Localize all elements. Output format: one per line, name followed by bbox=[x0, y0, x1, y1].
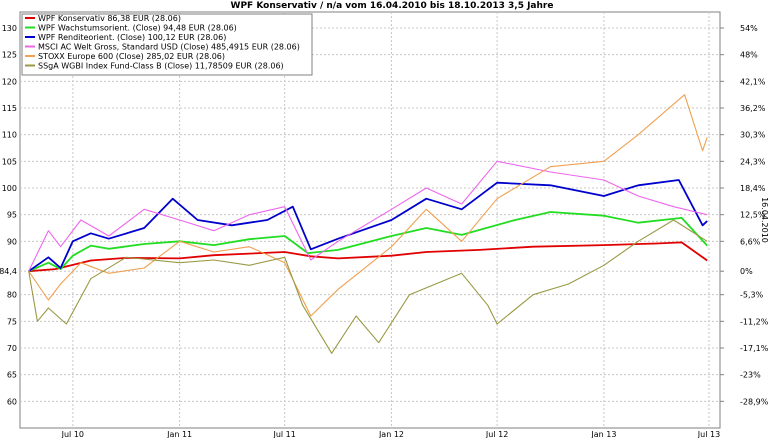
series-lines bbox=[28, 94, 708, 354]
y-tick-left: 70 bbox=[7, 344, 17, 353]
y-tick-left: 90 bbox=[7, 237, 17, 246]
series-line-0 bbox=[28, 241, 708, 273]
y-tick-left: 110 bbox=[2, 131, 17, 140]
legend-entry: WPF Konservativ 86,38 EUR (28.06) bbox=[38, 14, 181, 23]
y-tick-right: 30,3% bbox=[740, 131, 766, 140]
y-tick-left: 60 bbox=[7, 397, 17, 406]
series-line-4 bbox=[28, 94, 708, 317]
y-tick-right: -28,9% bbox=[740, 397, 769, 406]
y-tick-right: 0% bbox=[740, 267, 753, 276]
x-tick: Jan 12 bbox=[378, 430, 404, 438]
legend-entry: WPF Renditeorient. (Close) 100,12 EUR (2… bbox=[38, 33, 226, 42]
y-tick-right: -5,3% bbox=[740, 291, 764, 300]
y-tick-left: 95 bbox=[7, 211, 17, 220]
y-tick-right: 54% bbox=[740, 24, 758, 33]
y-tick-right: -11,2% bbox=[740, 317, 769, 326]
y-tick-right: 48% bbox=[740, 51, 758, 60]
legend-entry: STOXX Europe 600 (Close) 285,02 EUR (28.… bbox=[38, 52, 225, 61]
x-tick: Jul 11 bbox=[272, 430, 295, 438]
y-tick-left: 125 bbox=[2, 51, 17, 60]
y-tick-left: 84,4 bbox=[0, 267, 17, 276]
y-tick-right: 24,3% bbox=[740, 157, 766, 166]
legend-entry: SSgA WGBI Index Fund-Class B (Close) 11,… bbox=[38, 62, 284, 71]
y-tick-right: -17,1% bbox=[740, 344, 769, 353]
x-tick: Jul 12 bbox=[485, 430, 508, 438]
x-tick: Jan 13 bbox=[590, 430, 616, 438]
y-tick-left: 115 bbox=[2, 104, 17, 113]
legend: WPF Konservativ 86,38 EUR (28.06)WPF Wac… bbox=[21, 13, 313, 76]
y-tick-right: 12,5% bbox=[740, 211, 766, 220]
series-line-3 bbox=[28, 160, 708, 272]
series-line-5 bbox=[28, 219, 708, 354]
legend-box bbox=[21, 13, 313, 76]
x-tick: Jan 11 bbox=[166, 430, 192, 438]
chart-title: WPF Konservativ / n/a vom 16.04.2010 bis… bbox=[231, 1, 554, 11]
y-axis-left: 130 125 120 115 110 105 100 95 90 84,4 80 75 70 65 60 bbox=[0, 24, 17, 406]
y-tick-left: 65 bbox=[7, 371, 17, 380]
y-tick-left: 80 bbox=[7, 291, 17, 300]
y-tick-right: 6,6% bbox=[740, 237, 761, 246]
y-tick-right: 18,4% bbox=[740, 184, 766, 193]
start-date-label: 16.04.2010 bbox=[760, 197, 769, 243]
y-tick-left: 100 bbox=[2, 184, 17, 193]
y-axis-right: 54% 48% 42,1% 36,2% 30,3% 24,3% 18,4% 12,5% 6,6%… bbox=[720, 24, 769, 406]
x-tick: Jul 10 bbox=[61, 430, 84, 438]
y-tick-right: 36,2% bbox=[740, 104, 766, 113]
series-line-1 bbox=[28, 211, 708, 273]
y-tick-right: 42,1% bbox=[740, 77, 766, 86]
legend-entry: WPF Wachstumsorient. (Close) 94,48 EUR (… bbox=[38, 24, 237, 33]
y-tick-right: -23% bbox=[740, 371, 761, 380]
x-axis: Jul 10 Jan 11 Jul 11 Jan 12 Jul 12 Jan 13 Jul … bbox=[61, 430, 721, 438]
y-tick-left: 105 bbox=[2, 157, 17, 166]
legend-entry: MSCI AC Welt Gross, Standard USD (Close)… bbox=[38, 43, 300, 52]
y-tick-left: 75 bbox=[7, 317, 17, 326]
series-line-2 bbox=[28, 179, 708, 272]
x-tick: Jul 13 bbox=[697, 430, 720, 438]
y-tick-left: 120 bbox=[2, 77, 17, 86]
y-tick-left: 130 bbox=[2, 24, 17, 33]
